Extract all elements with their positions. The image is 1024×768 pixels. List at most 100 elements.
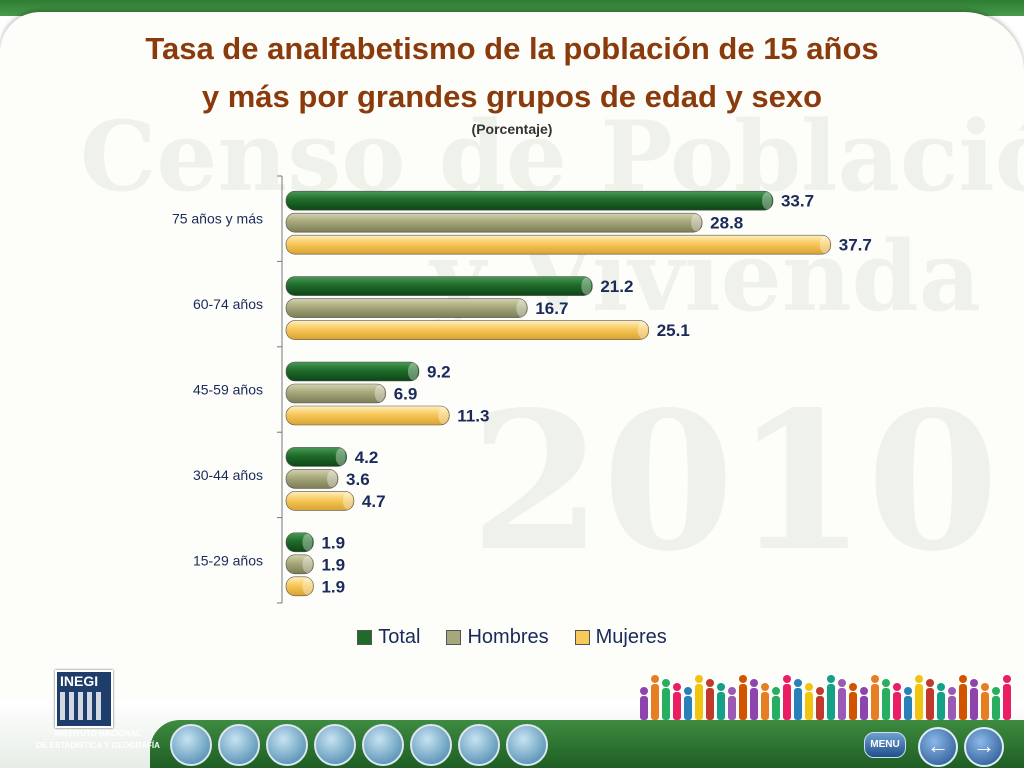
value-label-mujeres: 37.7 bbox=[839, 236, 872, 255]
value-label-total: 21.2 bbox=[600, 277, 633, 296]
person-figure-head bbox=[640, 687, 648, 695]
prev-arrow-icon[interactable]: ← bbox=[918, 727, 958, 767]
person-figure-head bbox=[937, 683, 945, 691]
person-figure bbox=[904, 696, 912, 720]
person-figure bbox=[673, 692, 681, 720]
person-figure bbox=[783, 684, 791, 720]
nav-family-icon[interactable] bbox=[314, 724, 356, 766]
nav-house-icon[interactable] bbox=[362, 724, 404, 766]
bar-total bbox=[285, 276, 593, 296]
value-label-mujeres: 4.7 bbox=[362, 492, 386, 511]
legend-item-total: Total bbox=[357, 626, 420, 649]
institute-name: INSTITUTO NACIONAL DE ESTADÍSTICA Y GEOG… bbox=[18, 728, 178, 752]
value-label-total: 33.7 bbox=[781, 192, 814, 211]
person-figure-head bbox=[827, 675, 835, 683]
person-figure-head bbox=[794, 679, 802, 687]
person-figure-head bbox=[948, 687, 956, 695]
person-figure-head bbox=[893, 683, 901, 691]
bar-hombres bbox=[285, 554, 314, 575]
person-figure-head bbox=[805, 683, 813, 691]
category-label: 30-44 años bbox=[193, 467, 263, 483]
nav-population-icon[interactable] bbox=[170, 724, 212, 766]
bar-mujeres bbox=[285, 491, 355, 511]
legend-swatch-total bbox=[357, 630, 373, 645]
person-figure-head bbox=[915, 675, 923, 683]
person-figure-head bbox=[816, 687, 824, 695]
person-figure-head bbox=[992, 687, 1000, 695]
bar-hombres bbox=[285, 469, 339, 489]
category-label: 15-29 años bbox=[193, 552, 263, 568]
category-label: 45-59 años bbox=[193, 382, 263, 398]
category-label: 75 años y más bbox=[172, 211, 263, 227]
bar-hombres bbox=[285, 383, 387, 404]
person-figure-head bbox=[662, 679, 670, 687]
bar-cap-total bbox=[581, 277, 592, 295]
bar-cap-mujeres bbox=[302, 577, 313, 595]
person-figure bbox=[915, 684, 923, 720]
person-figure bbox=[761, 692, 769, 720]
person-figure bbox=[849, 692, 857, 720]
legend-swatch-mujeres bbox=[574, 630, 590, 645]
bar-cap-total bbox=[761, 192, 772, 210]
person-figure bbox=[893, 692, 901, 720]
chart-title-line1: Tasa de analfabetismo de la población de… bbox=[145, 31, 879, 66]
person-figure bbox=[684, 696, 692, 720]
person-figure bbox=[970, 688, 978, 720]
bar-cap-total bbox=[335, 448, 346, 466]
value-label-hombres: 16.7 bbox=[535, 299, 568, 318]
person-figure bbox=[959, 684, 967, 720]
person-figure-head bbox=[728, 687, 736, 695]
person-figure bbox=[937, 692, 945, 720]
bar-mujeres bbox=[285, 405, 450, 426]
person-figure bbox=[717, 692, 725, 720]
legend-swatch-hombres bbox=[446, 630, 462, 645]
nav-people-icon[interactable] bbox=[266, 724, 308, 766]
category-label: 60-74 años bbox=[193, 296, 263, 312]
person-figure bbox=[838, 688, 846, 720]
person-figure bbox=[827, 684, 835, 720]
chart-legend: Total Hombres Mujeres bbox=[0, 626, 1024, 649]
value-label-hombres: 1.9 bbox=[321, 555, 345, 574]
next-arrow-icon[interactable]: → bbox=[964, 727, 1004, 767]
bar-cap-hombres bbox=[374, 385, 385, 402]
nav-person-icon[interactable] bbox=[218, 724, 260, 766]
menu-button[interactable]: MENU bbox=[864, 732, 906, 758]
value-label-mujeres: 1.9 bbox=[321, 577, 345, 596]
bar-total bbox=[285, 532, 314, 553]
person-figure bbox=[816, 696, 824, 720]
value-label-hombres: 28.8 bbox=[710, 214, 743, 233]
value-label-hombres: 6.9 bbox=[394, 385, 418, 404]
bar-cap-hombres bbox=[516, 299, 527, 317]
person-figure-head bbox=[651, 675, 659, 683]
person-figure bbox=[948, 696, 956, 720]
bar-cap-mujeres bbox=[438, 407, 449, 424]
institute-name-line1: INSTITUTO NACIONAL bbox=[54, 729, 142, 738]
bar-cap-mujeres bbox=[342, 492, 353, 510]
person-figure-head bbox=[772, 687, 780, 695]
legend-item-mujeres: Mujeres bbox=[574, 626, 667, 649]
person-figure-head bbox=[882, 679, 890, 687]
person-figure-head bbox=[717, 683, 725, 691]
bar-cap-hombres bbox=[691, 214, 702, 232]
nav-home-icon[interactable] bbox=[410, 724, 452, 766]
inegi-logo-grid bbox=[60, 692, 104, 720]
nav-document-icon[interactable] bbox=[506, 724, 548, 766]
bar-hombres bbox=[285, 298, 528, 318]
person-figure-head bbox=[750, 679, 758, 687]
value-label-total: 1.9 bbox=[321, 533, 345, 552]
person-figure bbox=[728, 696, 736, 720]
bar-cap-total bbox=[407, 363, 418, 380]
bar-cap-hombres bbox=[327, 470, 338, 488]
person-figure bbox=[1003, 684, 1011, 720]
person-figure-head bbox=[904, 687, 912, 695]
person-figure-head bbox=[926, 679, 934, 687]
person-figure bbox=[772, 696, 780, 720]
person-figure-head bbox=[838, 679, 846, 687]
person-figure bbox=[882, 688, 890, 720]
bar-cap-mujeres bbox=[819, 236, 830, 254]
bar-total bbox=[285, 190, 774, 211]
value-label-mujeres: 11.3 bbox=[457, 407, 489, 426]
legend-label-hombres: Hombres bbox=[467, 626, 549, 648]
person-figure-head bbox=[871, 675, 879, 683]
nav-map-icon[interactable] bbox=[458, 724, 500, 766]
